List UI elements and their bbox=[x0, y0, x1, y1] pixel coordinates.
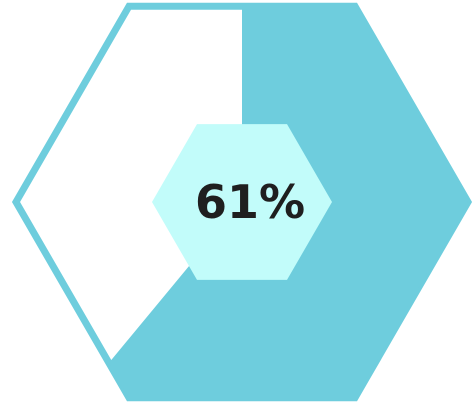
progress-value-label: 61% bbox=[195, 175, 305, 229]
center-hexagon bbox=[152, 124, 332, 280]
